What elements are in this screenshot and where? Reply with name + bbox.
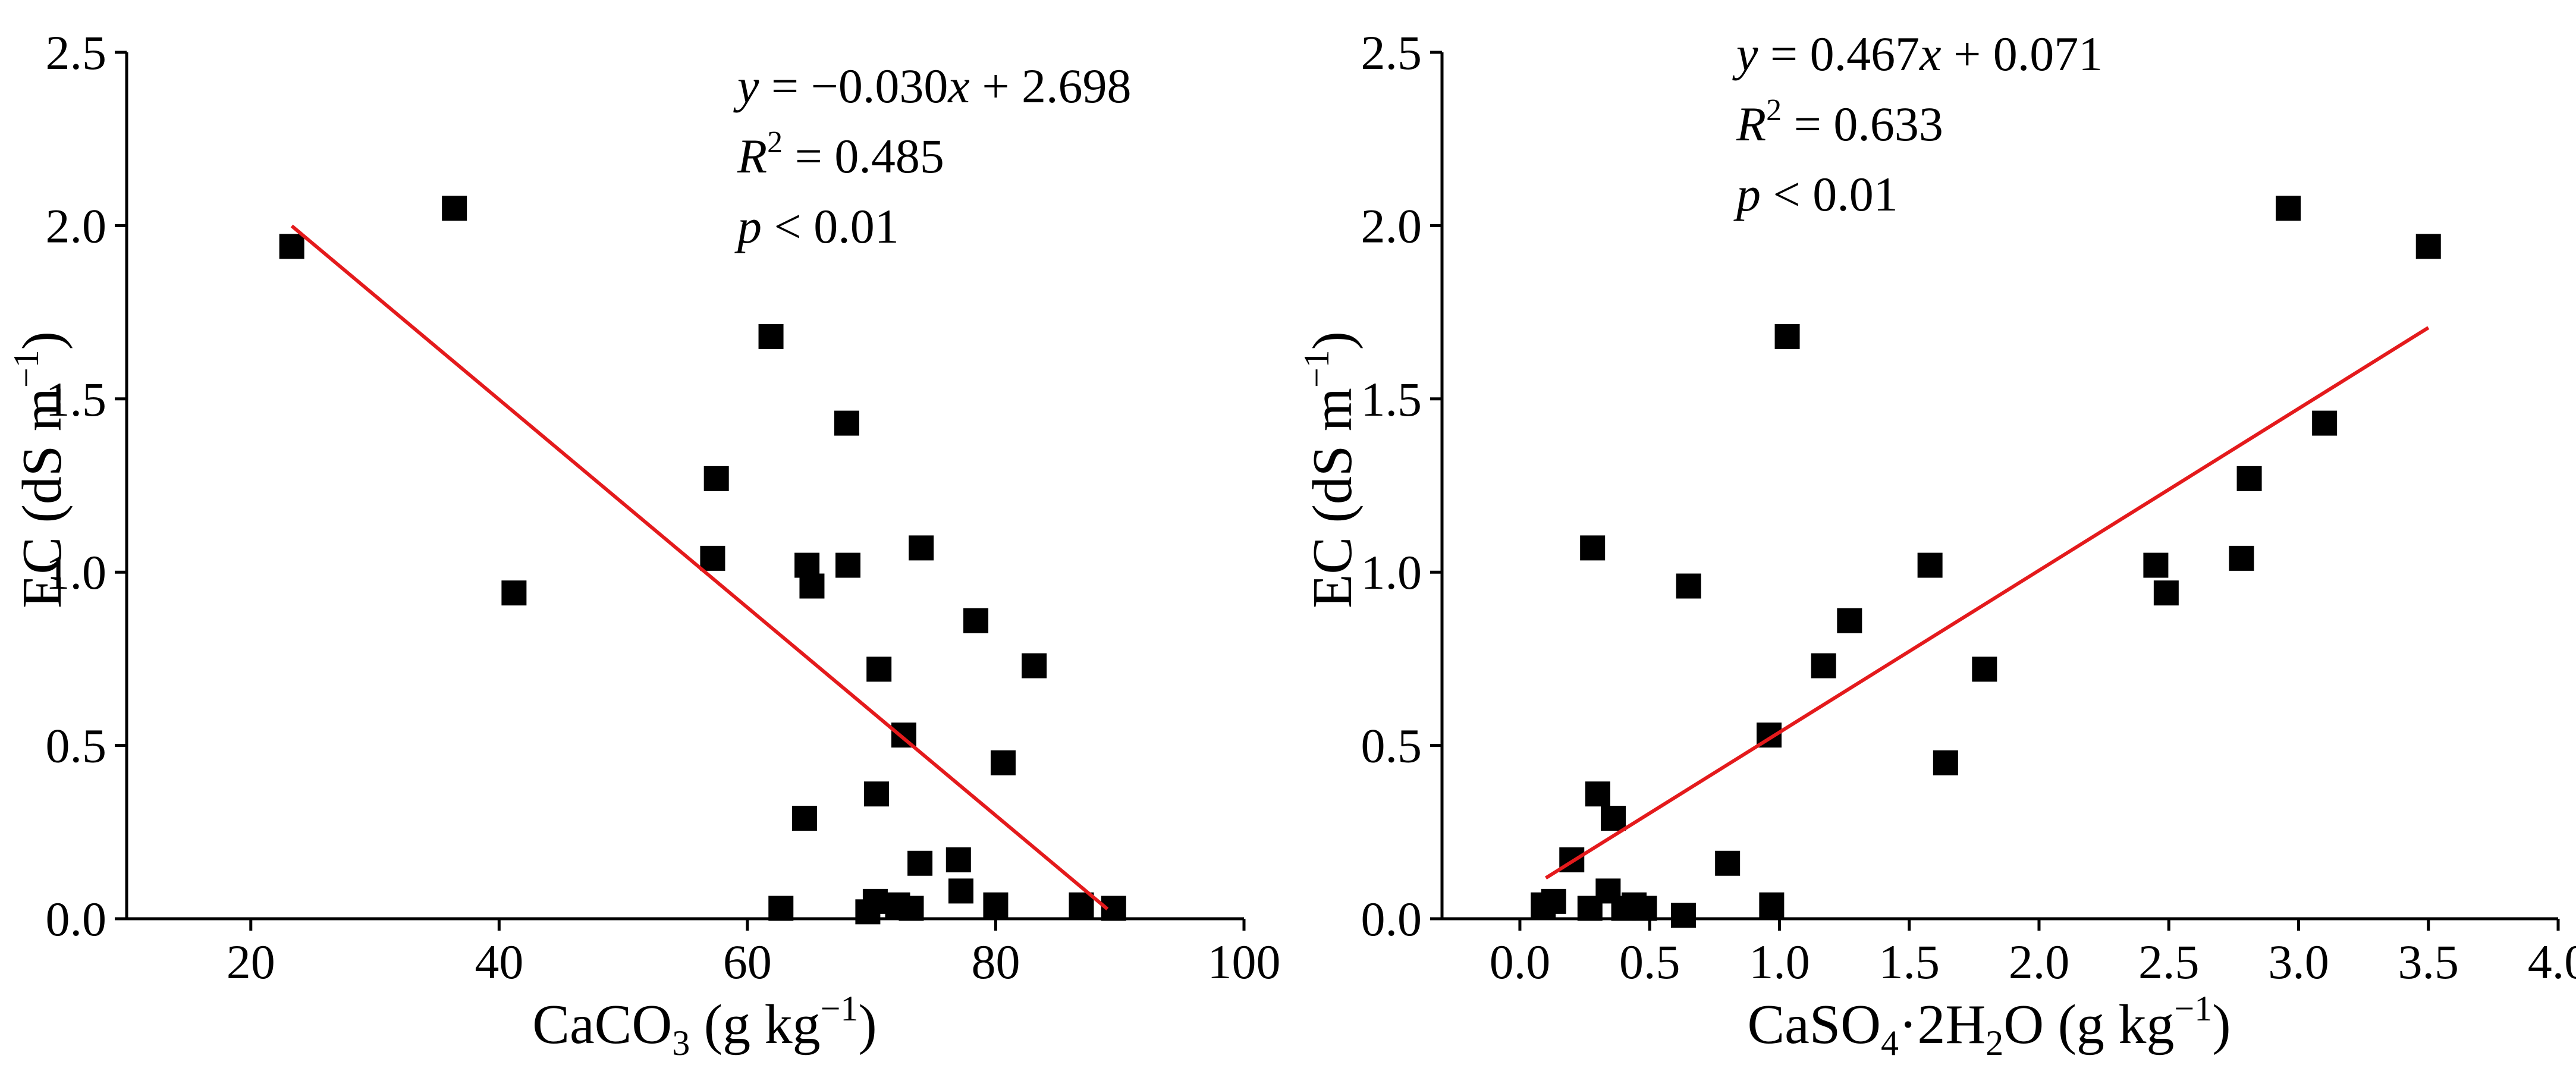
tick-group: 20 40 60 80 100 0.0 0.5 1.0 1.5 2.0 2.5	[46, 26, 1281, 989]
data-point	[1541, 888, 1566, 914]
scatter-points-group	[1531, 196, 2441, 928]
y-tick-label: 0.5	[46, 719, 107, 773]
y-tick-label: 1.5	[46, 372, 107, 426]
y-tick-label: 0.0	[1361, 892, 1422, 946]
data-point	[835, 552, 860, 578]
data-point	[2236, 466, 2262, 491]
p-value-label: p < 0.01	[734, 199, 899, 253]
y-tick-label: 2.5	[1361, 26, 1422, 80]
data-point	[990, 750, 1016, 775]
regression-line	[1545, 326, 2430, 879]
data-point	[2276, 196, 2301, 221]
data-point	[909, 535, 934, 561]
data-point	[703, 466, 729, 491]
x-tick-label: 4.0	[2528, 935, 2576, 989]
axes	[1440, 52, 2558, 921]
x-axis-title: CaCO3 (g kg−1)	[532, 989, 877, 1063]
x-tick-label: 80	[971, 935, 1020, 989]
r-squared-label: R2 = 0.485	[737, 125, 944, 183]
axes	[125, 52, 1244, 921]
y-tick-label: 2.0	[46, 199, 107, 253]
x-tick-label: 100	[1208, 935, 1281, 989]
data-point	[963, 608, 989, 633]
chart-panel-gypsum: 0.0 0.5 1.0 1.5 2.0 2.5 3.0 3.5 4.0 0.0 0.5 1.0 1.5 2…	[1297, 26, 2576, 1063]
data-point	[864, 781, 890, 807]
data-point	[1715, 850, 1741, 876]
data-point	[862, 888, 888, 914]
chart-panel-caco3: 20 40 60 80 100 0.0 0.5 1.0 1.5 2.0 2.5 y = −0.030…	[7, 26, 1281, 1063]
regression-equation: y = 0.467x + 0.071	[1732, 27, 2103, 81]
data-point	[791, 805, 817, 831]
regression-equation: y = −0.030x + 2.698	[733, 59, 1132, 113]
regression-line	[290, 224, 1109, 910]
data-point	[1837, 608, 1862, 633]
data-point	[2415, 234, 2441, 259]
x-tick-label: 60	[723, 935, 772, 989]
data-point	[799, 573, 825, 599]
scatter-points-group	[279, 196, 1126, 925]
data-point	[899, 896, 924, 921]
x-tick-label: 3.0	[2268, 935, 2329, 989]
data-point	[945, 847, 971, 872]
data-point	[442, 196, 467, 221]
x-tick-label: 0.5	[1619, 935, 1680, 989]
data-point	[983, 892, 1009, 918]
data-point	[2229, 545, 2254, 571]
data-point	[2143, 552, 2169, 578]
y-axis-title: EC (dS m−1)	[7, 331, 73, 608]
y-tick-label: 0.0	[46, 892, 107, 946]
data-point	[2153, 580, 2179, 606]
y-tick-label: 1.0	[1361, 545, 1422, 599]
data-point	[2312, 410, 2338, 436]
data-point	[834, 410, 859, 436]
y-tick-label: 2.0	[1361, 199, 1422, 253]
data-point	[1601, 805, 1626, 831]
data-point	[1917, 552, 1943, 578]
data-point	[1811, 653, 1836, 679]
x-tick-label: 40	[475, 935, 523, 989]
y-tick-label: 1.5	[1361, 372, 1422, 426]
data-point	[758, 323, 784, 349]
data-point	[1933, 750, 1958, 775]
x-tick-label: 20	[227, 935, 275, 989]
x-tick-label: 0.0	[1490, 935, 1551, 989]
tick-group: 0.0 0.5 1.0 1.5 2.0 2.5 3.0 3.5 4.0 0.0 0.5 1.0 1.5 2…	[1361, 26, 2576, 989]
p-value-label: p < 0.01	[1733, 167, 1898, 221]
data-point	[501, 580, 527, 606]
y-tick-label: 0.5	[1361, 719, 1422, 773]
data-point	[1774, 323, 1800, 349]
data-point	[1069, 892, 1094, 918]
x-axis-title: CaSO4·2H2O (g kg−1)	[1747, 989, 2231, 1063]
x-tick-label: 2.0	[2009, 935, 2070, 989]
data-point	[1759, 892, 1785, 918]
data-point	[700, 545, 725, 571]
data-point	[768, 896, 794, 921]
y-tick-label: 2.5	[46, 26, 107, 80]
data-point	[1972, 656, 1997, 682]
data-point	[1670, 903, 1696, 928]
data-point	[1632, 896, 1657, 921]
r-squared-label: R2 = 0.633	[1736, 93, 1943, 151]
data-point	[866, 656, 892, 682]
data-point	[279, 234, 304, 259]
data-point	[907, 850, 933, 876]
x-tick-label: 1.5	[1878, 935, 1940, 989]
y-tick-label: 1.0	[46, 545, 107, 599]
x-tick-label: 1.0	[1749, 935, 1810, 989]
data-point	[948, 878, 973, 904]
data-point	[1022, 653, 1047, 679]
data-point	[1676, 573, 1701, 599]
data-point	[1580, 535, 1606, 561]
data-point	[1585, 781, 1610, 807]
y-axis-title: EC (dS m−1)	[1297, 331, 1364, 608]
x-tick-label: 2.5	[2138, 935, 2200, 989]
x-tick-label: 3.5	[2398, 935, 2459, 989]
